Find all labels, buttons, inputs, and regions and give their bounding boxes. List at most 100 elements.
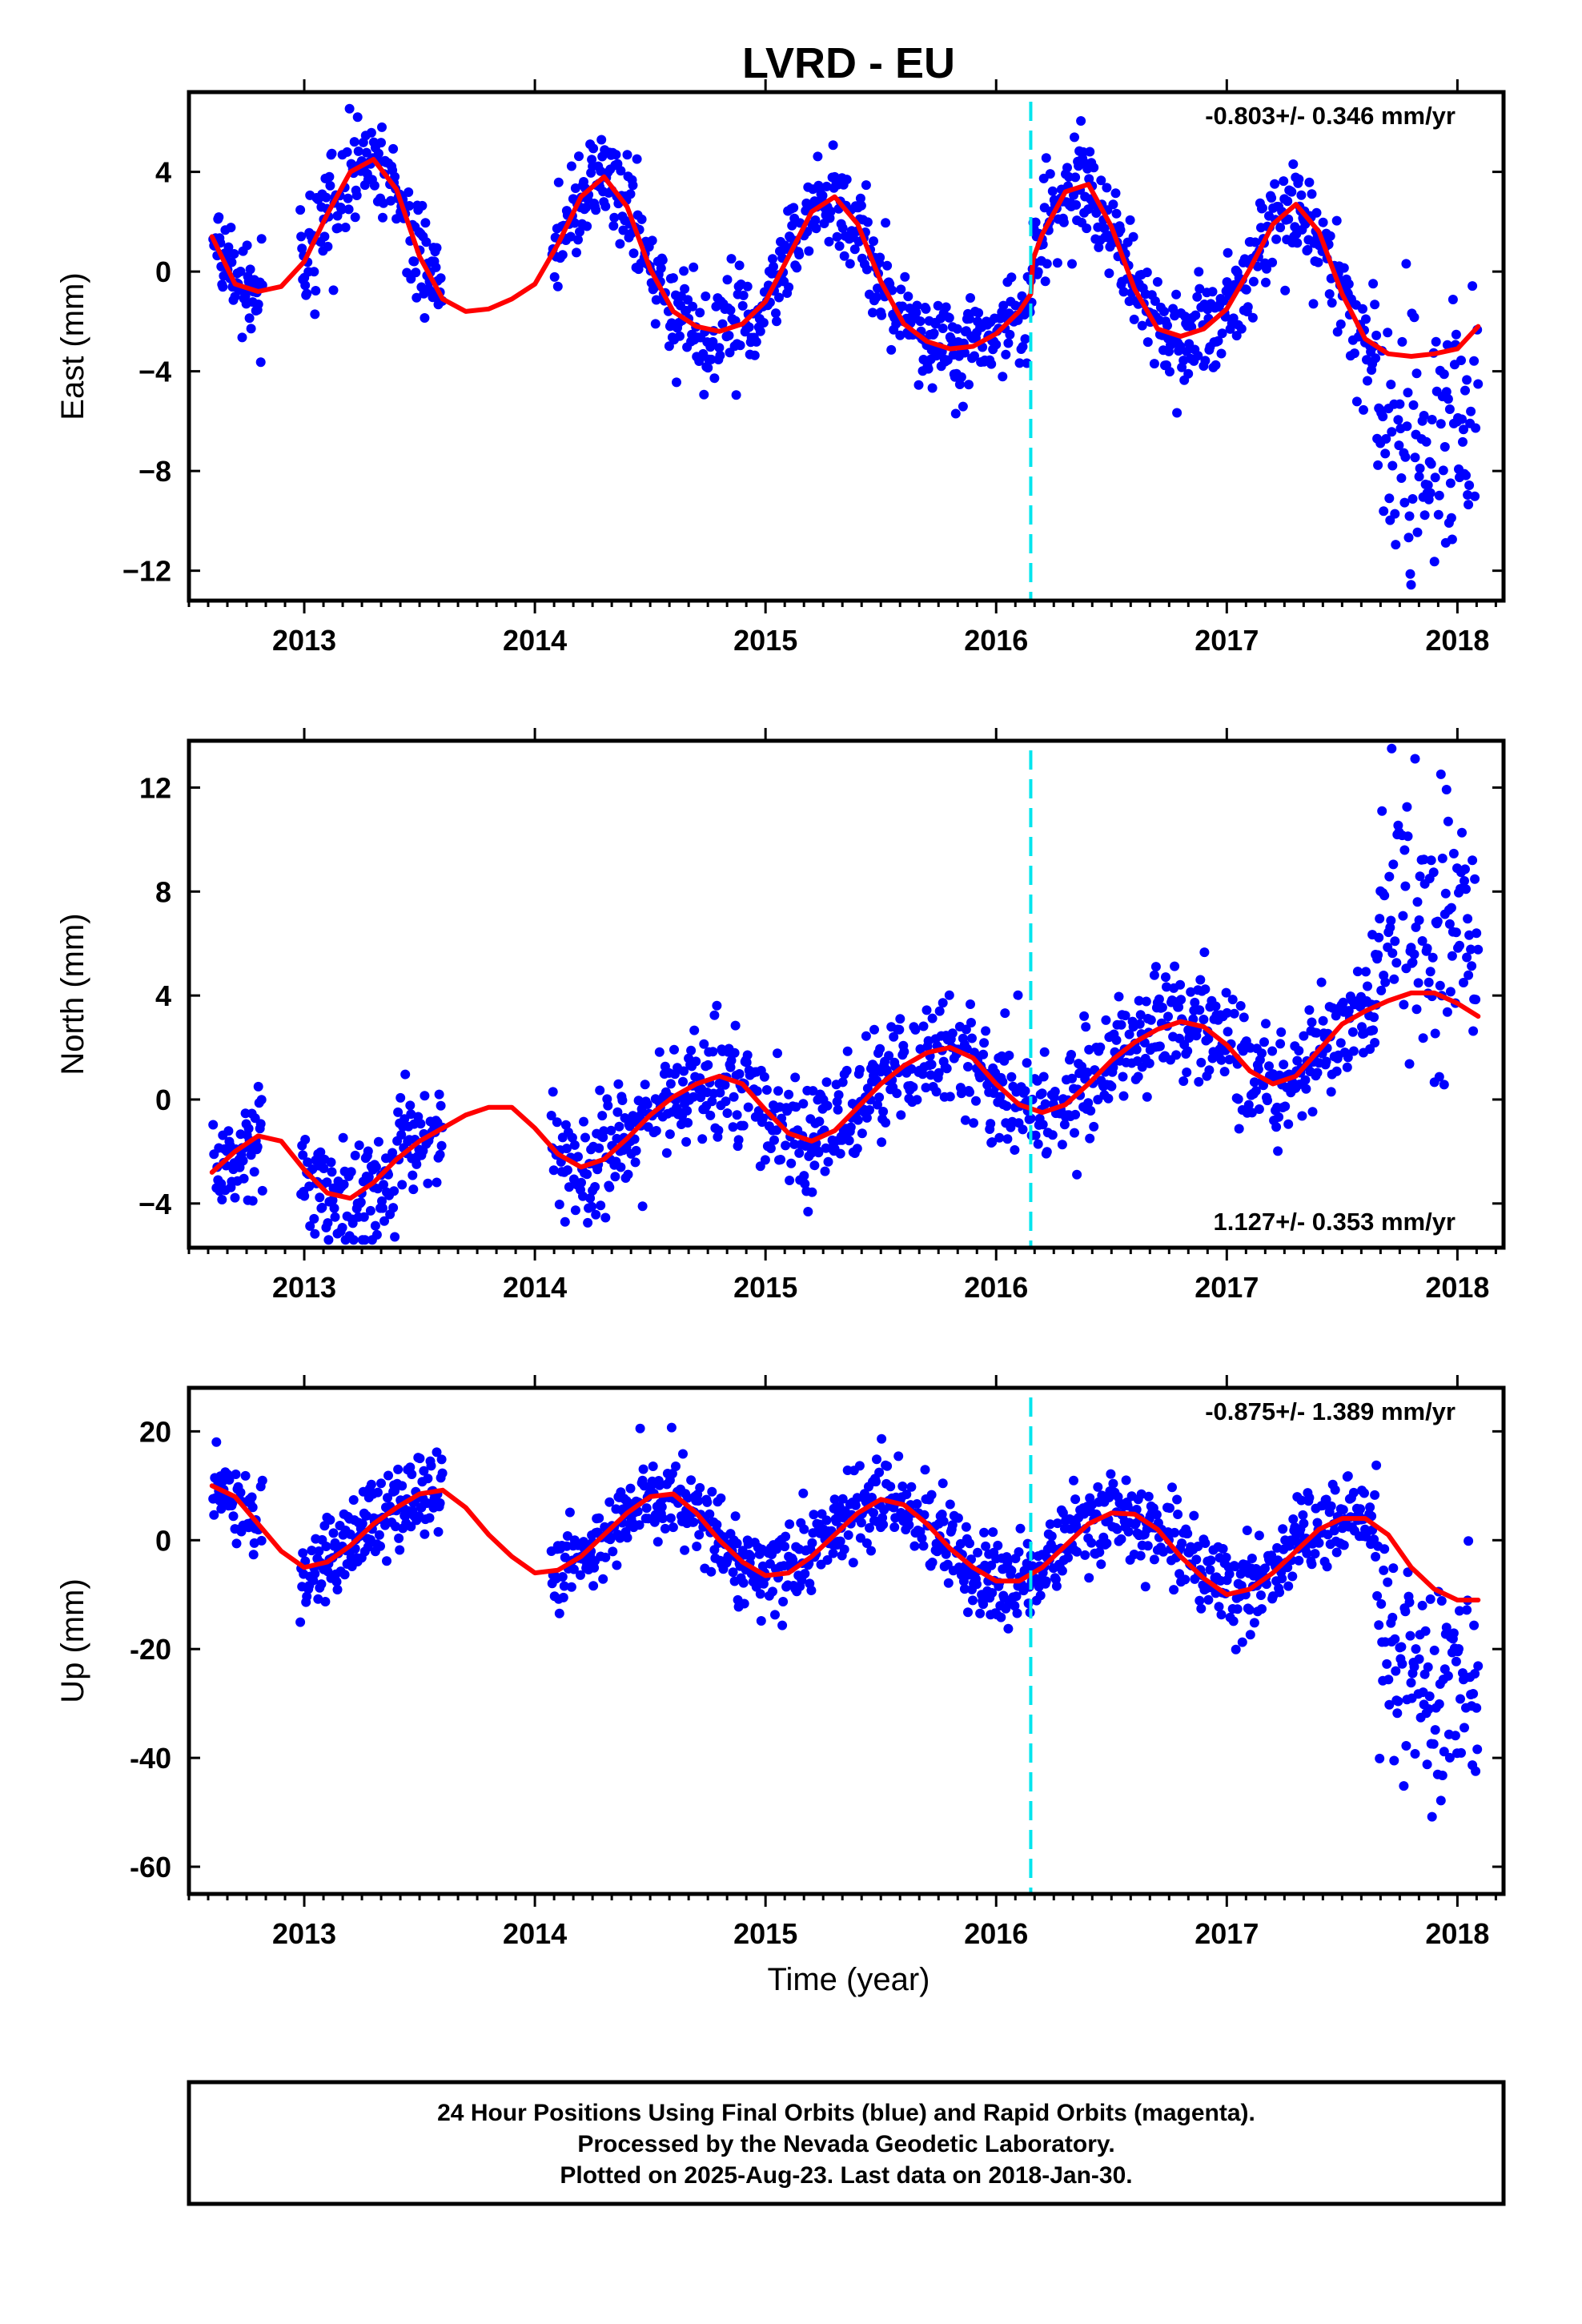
data-point xyxy=(1348,1046,1359,1056)
data-point xyxy=(873,1100,882,1110)
data-point xyxy=(1018,341,1028,352)
data-point xyxy=(1199,947,1210,958)
data-point xyxy=(604,1497,615,1507)
data-point xyxy=(872,292,881,302)
data-point xyxy=(668,1522,678,1533)
data-point xyxy=(211,1437,222,1447)
data-point xyxy=(616,166,626,176)
data-point xyxy=(1000,1008,1010,1019)
data-point xyxy=(970,351,979,361)
data-point xyxy=(379,1180,388,1190)
data-point xyxy=(1307,189,1317,199)
data-point xyxy=(576,1570,585,1580)
data-point xyxy=(712,1519,722,1530)
data-point xyxy=(803,1207,813,1216)
data-point xyxy=(330,1538,340,1548)
data-point xyxy=(785,1519,795,1530)
data-point xyxy=(1252,261,1263,271)
data-point xyxy=(938,1478,948,1489)
data-point xyxy=(1108,1062,1118,1072)
data-point xyxy=(404,187,414,197)
data-point xyxy=(809,1510,819,1520)
data-point xyxy=(699,1039,709,1049)
data-point xyxy=(1006,1566,1017,1576)
data-point xyxy=(623,1169,633,1180)
data-point xyxy=(1451,927,1461,938)
data-point xyxy=(1236,1581,1247,1590)
data-point xyxy=(1172,1494,1182,1505)
data-point xyxy=(436,1100,446,1111)
data-point xyxy=(548,1087,558,1097)
data-point xyxy=(1376,985,1387,995)
data-point xyxy=(552,1117,562,1128)
data-point xyxy=(1445,987,1456,997)
data-point xyxy=(246,324,256,334)
data-point xyxy=(877,1433,887,1444)
data-point xyxy=(769,1135,779,1145)
data-point xyxy=(991,340,1002,350)
data-point xyxy=(1370,1490,1380,1500)
data-point xyxy=(229,249,239,259)
data-point xyxy=(1112,1524,1122,1534)
data-point xyxy=(307,1546,317,1556)
data-point xyxy=(761,1085,772,1095)
data-point xyxy=(1194,1076,1204,1087)
data-point xyxy=(1283,196,1293,207)
data-point xyxy=(1204,1065,1215,1076)
data-point xyxy=(872,1454,881,1465)
data-point xyxy=(669,1044,679,1055)
data-point xyxy=(1274,1112,1284,1122)
data-point xyxy=(376,1478,386,1489)
data-point xyxy=(432,243,442,253)
data-point xyxy=(638,1464,648,1474)
data-point xyxy=(317,1202,327,1212)
data-point xyxy=(235,1487,246,1498)
data-point xyxy=(352,112,363,123)
data-point xyxy=(927,383,938,393)
data-point xyxy=(566,161,576,171)
data-point xyxy=(869,1024,879,1035)
data-point xyxy=(1235,1001,1246,1011)
data-point xyxy=(1462,375,1472,385)
data-point xyxy=(315,1147,326,1157)
data-point xyxy=(1290,222,1300,232)
data-point xyxy=(562,1531,572,1541)
data-point xyxy=(1411,368,1422,379)
data-point xyxy=(1267,1046,1278,1056)
data-point xyxy=(1397,336,1407,347)
data-point xyxy=(972,1579,982,1590)
data-point xyxy=(1442,1007,1452,1017)
data-point xyxy=(423,1474,433,1484)
data-point xyxy=(377,122,387,132)
data-point xyxy=(777,1620,788,1630)
data-point xyxy=(218,282,228,292)
data-point xyxy=(1125,215,1135,225)
data-point xyxy=(1468,281,1478,292)
data-point xyxy=(1398,911,1408,921)
data-point xyxy=(315,1192,325,1203)
data-point xyxy=(1227,995,1238,1005)
data-point xyxy=(691,1056,701,1067)
data-point xyxy=(825,207,836,216)
data-point xyxy=(1162,320,1172,331)
panel-east: 4 0 −4 −8 −12 2013 2014 2015 2016 2017 2018 East (m… xyxy=(55,79,1506,657)
data-point xyxy=(227,257,237,267)
data-point xyxy=(1142,1092,1152,1102)
data-point xyxy=(739,1598,749,1609)
data-point xyxy=(1402,802,1412,812)
data-point xyxy=(257,280,267,291)
data-point xyxy=(1257,1048,1267,1059)
data-point xyxy=(1409,1662,1419,1672)
data-point xyxy=(920,1465,930,1475)
data-point xyxy=(576,1177,586,1188)
data-point xyxy=(921,304,931,314)
data-point xyxy=(1171,1050,1182,1060)
data-point xyxy=(1260,1563,1270,1574)
data-point xyxy=(896,1110,906,1120)
data-point xyxy=(329,1203,339,1213)
data-point xyxy=(833,1104,843,1115)
panel-up: 20 0 -20 -40 -60 2013 2014 2015 2016 2017 2018 Up (… xyxy=(55,1375,1506,1950)
data-point xyxy=(1390,509,1400,519)
data-point xyxy=(678,1449,688,1459)
data-point xyxy=(1300,1075,1311,1085)
